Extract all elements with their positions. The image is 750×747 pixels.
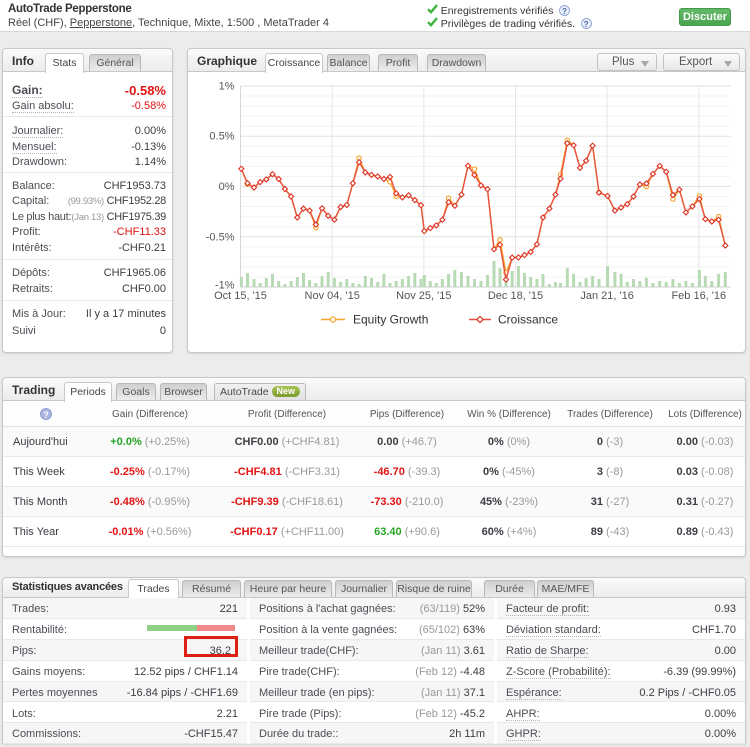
svg-text:Equity Growth: Equity Growth — [353, 313, 428, 327]
svg-text:Jan 21, '16: Jan 21, '16 — [580, 290, 633, 302]
svg-text:0%: 0% — [219, 181, 235, 193]
svg-text:1%: 1% — [219, 81, 235, 93]
svg-text:Croissance: Croissance — [498, 313, 558, 327]
svg-text:-1%: -1% — [215, 280, 235, 292]
svg-text:Nov 04, '15: Nov 04, '15 — [305, 290, 360, 302]
svg-text:0.5%: 0.5% — [209, 131, 234, 143]
svg-text:Dec 18, '15: Dec 18, '15 — [488, 290, 543, 302]
svg-text:Nov 25, '15: Nov 25, '15 — [396, 290, 451, 302]
svg-text:Feb 16, '16: Feb 16, '16 — [671, 290, 726, 302]
svg-text:-0.5%: -0.5% — [206, 231, 235, 243]
svg-text:Oct 15, '15: Oct 15, '15 — [214, 290, 267, 302]
